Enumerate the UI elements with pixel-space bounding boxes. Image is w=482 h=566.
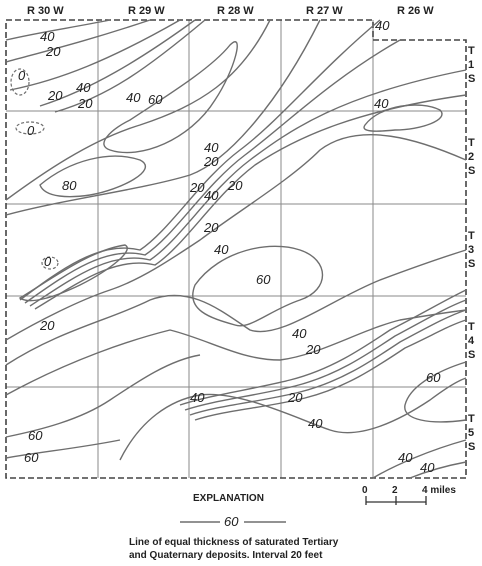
contour-label: 20	[47, 88, 63, 103]
contour-label: 40	[190, 390, 205, 405]
map-boundary	[5, 19, 467, 479]
contour-label: 0	[18, 68, 26, 83]
contour-label: 40	[126, 90, 141, 105]
range-label-r28w: R 28 W	[217, 5, 254, 17]
contour-label: 80	[62, 178, 77, 193]
contour-label: 40	[204, 140, 219, 155]
contour-label: 40	[40, 29, 55, 44]
legend-title: EXPLANATION	[193, 493, 264, 504]
contour-label: 40	[292, 326, 307, 341]
contour-label: 20	[203, 154, 219, 169]
contour-lines	[5, 19, 467, 479]
scale-tick-4-miles: 4 miles	[422, 485, 456, 496]
contour-label: 20	[189, 180, 205, 195]
scale-tick-2: 2	[392, 485, 398, 496]
range-label-r29w: R 29 W	[128, 5, 165, 17]
township-range-grid	[6, 20, 466, 478]
legend-sample-value: 60	[224, 514, 239, 529]
contour-label: 60	[24, 450, 39, 465]
contour-label: 0	[27, 123, 35, 138]
contour-label: 60	[148, 92, 163, 107]
legend-description-line-2: and Quaternary deposits. Interval 20 fee…	[129, 550, 323, 561]
legend-description-line-1: Line of equal thickness of saturated Ter…	[129, 537, 339, 548]
contour-label: 40	[308, 416, 323, 431]
contour-label: 60	[426, 370, 441, 385]
contour-label: 60	[28, 428, 43, 443]
scale-tick-0: 0	[362, 485, 368, 496]
legend: EXPLANATION 60 Line of equal thickness o…	[129, 493, 339, 561]
scale-bar: 0 2 4 miles	[362, 485, 456, 505]
contour-label: 0	[44, 254, 52, 269]
contour-label: 40	[76, 80, 91, 95]
contour-label: 20	[45, 44, 61, 59]
contour-label: 40	[214, 242, 229, 257]
contour-label: 40	[420, 460, 435, 475]
contour-label: 40	[398, 450, 413, 465]
contour-label: 20	[227, 178, 243, 193]
contour-label: 20	[39, 318, 55, 333]
range-label-r30w: R 30 W	[27, 5, 64, 17]
range-label-r27w: R 27 W	[306, 5, 343, 17]
range-label-r26w: R 26 W	[397, 5, 434, 17]
contour-label: 20	[305, 342, 321, 357]
contour-label: 60	[256, 272, 271, 287]
contour-labels: 40 20 0 40 20 20 40 60 0 40 80 40 20 20 …	[18, 18, 441, 475]
contour-label: 40	[375, 18, 390, 33]
contour-label: 20	[287, 390, 303, 405]
contour-label: 20	[203, 220, 219, 235]
contour-label: 40	[374, 96, 389, 111]
contour-label: 40	[204, 188, 219, 203]
contour-label: 20	[77, 96, 93, 111]
